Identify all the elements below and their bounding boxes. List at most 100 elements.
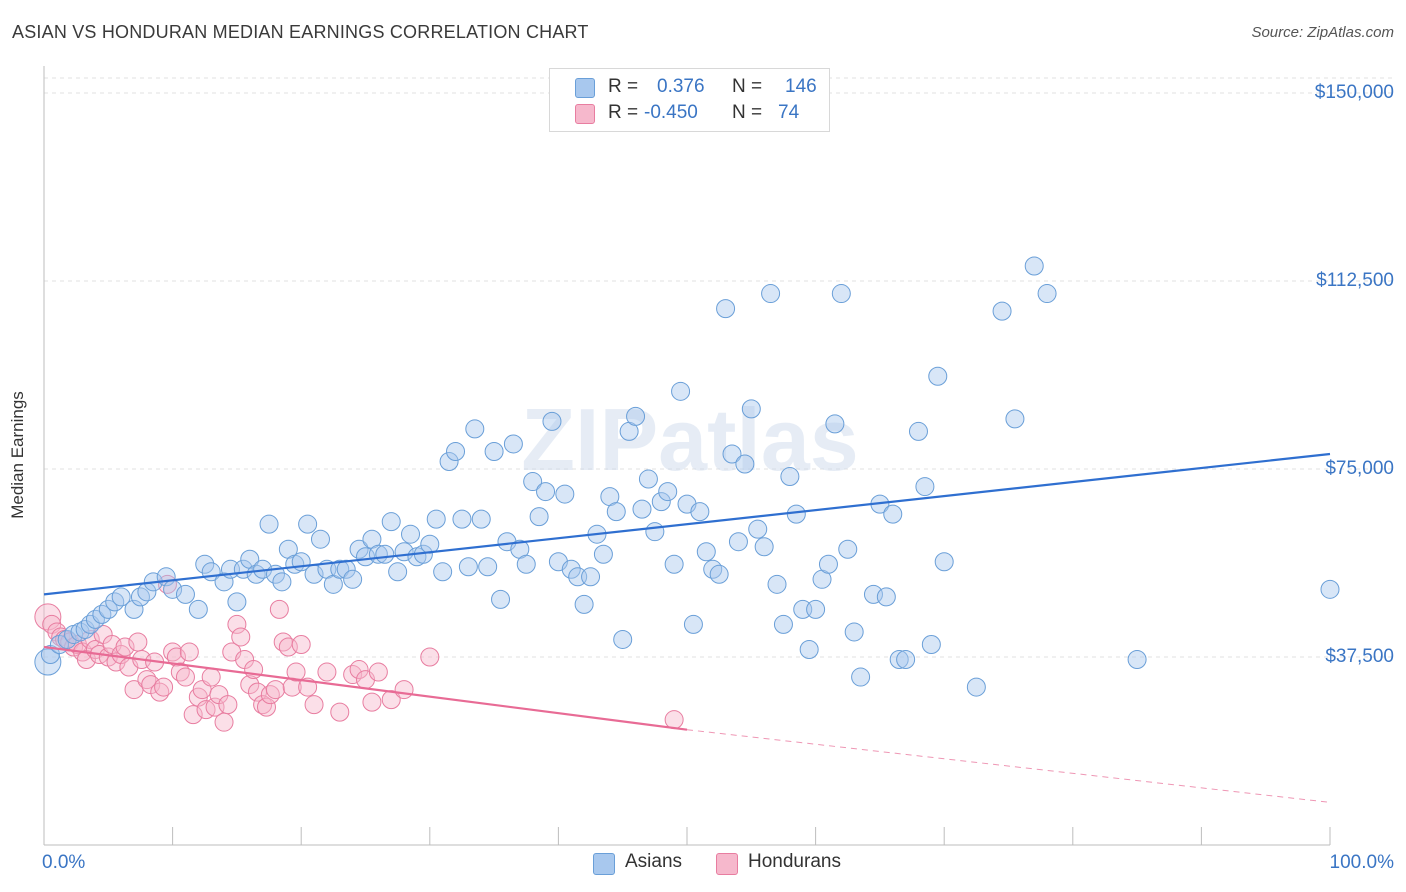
honduran-point	[170, 662, 190, 682]
asian-point	[1127, 650, 1147, 670]
asian-point	[818, 554, 838, 574]
legend-n-label: N =	[732, 102, 763, 123]
asian-point	[343, 569, 363, 589]
asian-point	[465, 419, 485, 439]
honduran-point	[286, 662, 306, 682]
series-legend: Asians Hondurans	[0, 850, 1406, 878]
asian-point	[883, 504, 903, 524]
y-tick-label: $112,500	[1316, 270, 1394, 292]
asian-point	[298, 514, 318, 534]
asian-point	[105, 592, 125, 612]
asian-point	[632, 499, 652, 519]
legend-n-label: N =	[732, 76, 763, 97]
honduran-point	[260, 685, 280, 705]
asian-point	[844, 622, 864, 642]
honduran-point	[304, 695, 324, 715]
asian-point	[716, 299, 736, 319]
asian-point	[503, 434, 523, 454]
legend-n-value: 146	[785, 76, 817, 97]
asian-point	[111, 587, 131, 607]
honduran-point	[298, 677, 318, 697]
asian-point	[626, 406, 646, 426]
asian-point	[767, 574, 787, 594]
asian-point	[484, 441, 504, 461]
legend-swatch-hondurans	[716, 853, 738, 875]
legend-r-value: 0.376	[657, 76, 705, 97]
asian-point	[1320, 579, 1340, 599]
asian-point	[555, 484, 575, 504]
y-tick-label: $150,000	[1314, 82, 1394, 104]
honduran-point	[214, 712, 234, 732]
x-tick-max: 100.0%	[1329, 852, 1394, 873]
asian-point	[825, 414, 845, 434]
asian-point	[683, 614, 703, 634]
asian-point	[523, 472, 543, 492]
asian-point	[330, 559, 350, 579]
asian-point	[831, 284, 851, 304]
asian-point	[536, 482, 556, 502]
asian-point	[645, 522, 665, 542]
honduran-point	[163, 642, 183, 662]
asian-point	[529, 507, 549, 527]
asian-point	[593, 544, 613, 564]
asian-point	[908, 421, 928, 441]
honduran-point	[240, 675, 260, 695]
asian-point	[516, 554, 536, 574]
asian-point	[851, 667, 871, 687]
legend-label-hondurans: Hondurans	[748, 851, 841, 872]
asian-point	[446, 441, 466, 461]
asian-point	[799, 639, 819, 659]
honduran-point	[394, 680, 414, 700]
asian-point	[85, 609, 105, 629]
asian-point	[227, 592, 247, 612]
asian-point	[735, 454, 755, 474]
y-tick-label: $75,000	[1325, 458, 1394, 480]
chart-title: ASIAN VS HONDURAN MEDIAN EARNINGS CORREL…	[12, 22, 589, 42]
asian-point	[876, 587, 896, 607]
asian-point	[690, 502, 710, 522]
asian-point	[915, 477, 935, 497]
legend-swatch-asians	[575, 78, 595, 98]
honduran-point	[269, 599, 289, 619]
honduran-point	[128, 632, 148, 652]
asian-point	[780, 467, 800, 487]
y-tick-label: $37,500	[1325, 646, 1394, 667]
legend-swatch-asians	[593, 853, 615, 875]
legend-label-asians: Asians	[625, 851, 683, 872]
asians-points	[34, 256, 1340, 697]
asian-point	[728, 532, 748, 552]
honduran-point	[664, 710, 684, 730]
honduran-point	[368, 662, 388, 682]
honduran-point	[150, 682, 170, 702]
asians-trend-line	[43, 452, 1331, 596]
hondurans-trend-line	[43, 645, 688, 731]
trend-lines	[43, 452, 1331, 803]
honduran-point	[179, 642, 199, 662]
hondurans-points	[34, 574, 684, 732]
asian-point	[896, 650, 916, 670]
asian-point	[130, 587, 150, 607]
honduran-point	[227, 614, 247, 634]
asian-point	[478, 557, 498, 577]
asian-point	[889, 650, 909, 670]
asian-point	[1005, 409, 1025, 429]
asian-point	[1024, 256, 1044, 276]
asian-point	[658, 482, 678, 502]
asian-point	[773, 614, 793, 634]
asian-point	[452, 509, 472, 529]
asian-point	[574, 594, 594, 614]
honduran-point	[154, 677, 174, 697]
asian-point	[439, 452, 459, 471]
honduran-point	[265, 680, 285, 700]
asian-point	[966, 677, 986, 697]
asian-point	[349, 539, 369, 559]
honduran-point	[317, 662, 337, 682]
asian-point	[741, 399, 761, 419]
asian-point	[375, 544, 395, 564]
asian-point	[664, 554, 684, 574]
asian-point	[388, 562, 408, 582]
asian-point	[458, 557, 478, 577]
asian-point	[992, 301, 1012, 321]
asian-point	[671, 381, 691, 401]
